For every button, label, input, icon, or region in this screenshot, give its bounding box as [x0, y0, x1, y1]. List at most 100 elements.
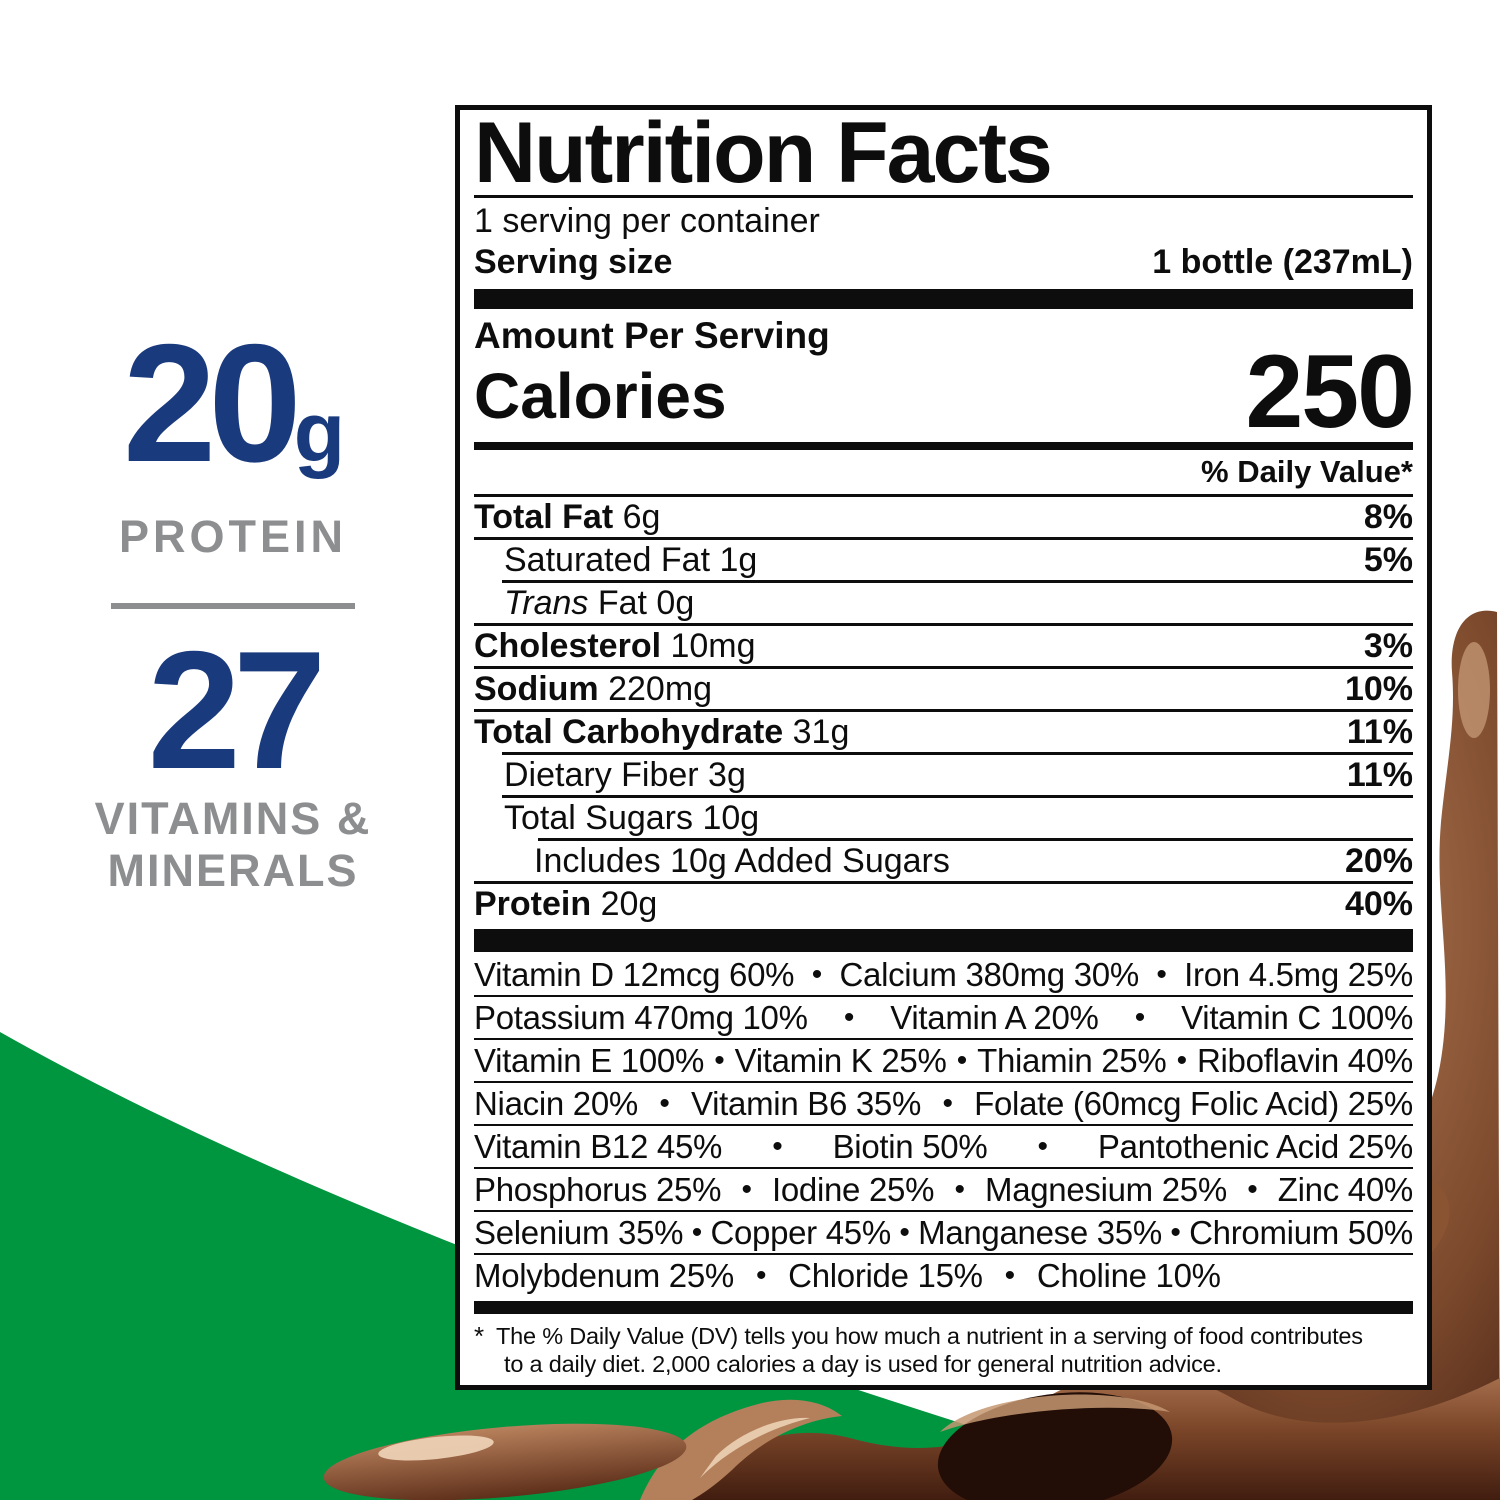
nutrient-row: Trans Fat 0g	[474, 583, 1413, 623]
row-separator	[474, 1167, 1413, 1169]
nutrient-daily-value: 11%	[1346, 713, 1413, 751]
bullet-separator: •	[811, 958, 823, 991]
micronutrient-rows: Vitamin D 12mcg 60% • Calcium 380mg 30% • Ir…	[474, 954, 1413, 1296]
row-separator	[474, 995, 1413, 997]
nutrient-daily-value: 3%	[1363, 627, 1413, 665]
bullet-separator: •	[1134, 1001, 1146, 1034]
micronutrient-item: Zinc 40%	[1277, 1171, 1413, 1208]
nutrient-row: Dietary Fiber 3g 11%	[474, 755, 1413, 795]
micronutrient-item: Iron 4.5mg 25%	[1184, 956, 1413, 993]
nutrient-amount: 220mg	[598, 670, 713, 708]
vitamins-label-line2: MINERALS	[107, 845, 359, 896]
nutrient-amount: 20g	[591, 885, 658, 923]
nutrient-row: Includes 10g Added Sugars 20%	[474, 841, 1413, 881]
nutrient-row: Total Fat 6g 8%	[474, 497, 1413, 537]
micronutrient-item: Vitamin K 25%	[734, 1042, 947, 1079]
micronutrient-item: Riboflavin 40%	[1196, 1042, 1413, 1079]
serving-size-row: Serving size 1 bottle (237mL)	[474, 242, 1413, 282]
row-separator	[474, 1253, 1413, 1255]
nutrient-amount: 6g	[613, 498, 661, 536]
micronutrient-item: Vitamin B6 35%	[691, 1085, 922, 1122]
footnote: * The % Daily Value (DV) tells you how m…	[474, 1322, 1413, 1378]
micronutrient-item: Selenium 35%	[474, 1214, 684, 1251]
micronutrient-item: Vitamin E 100%	[474, 1042, 704, 1079]
nutrient-name: Includes 10g Added Sugars	[534, 842, 950, 880]
nutrient-name: Fat	[588, 584, 647, 622]
micronutrient-item: Chloride 15%	[788, 1257, 983, 1294]
micronutrient-item: Iodine 25%	[772, 1171, 935, 1208]
amount-per-serving-label: Amount Per Serving	[474, 315, 830, 356]
bullet-separator: •	[1004, 1259, 1016, 1292]
marketing-claims-panel: 20g PROTEIN 27 VITAMINS & MINERALS	[78, 309, 388, 897]
calories-label: Calories	[474, 360, 727, 432]
protein-unit: g	[293, 385, 345, 479]
micronutrient-row: Vitamin D 12mcg 60% • Calcium 380mg 30% • Ir…	[474, 954, 1413, 995]
nutrient-name-italic: Trans	[504, 584, 589, 622]
bullet-separator: •	[1156, 958, 1167, 991]
nutrient-daily-value: 10%	[1344, 670, 1413, 708]
nutrition-facts-title: Nutrition Facts	[474, 105, 1053, 201]
thin-divider	[474, 195, 1413, 198]
bullet-separator: •	[1247, 1173, 1258, 1206]
nutrient-name-amount: Trans Fat 0g	[474, 583, 694, 623]
bullet-separator: •	[1176, 1044, 1188, 1077]
micronutrient-item: Pantothenic Acid 25%	[1097, 1128, 1413, 1165]
nutrient-name-amount: Dietary Fiber 3g	[474, 755, 746, 795]
vitamins-count: 27	[147, 616, 327, 804]
row-separator	[474, 1124, 1413, 1126]
protein-amount: 20g	[122, 309, 345, 497]
nutrient-name: Protein	[474, 885, 592, 923]
bullet-separator: •	[899, 1216, 910, 1249]
serving-size-value: 1 bottle (237mL)	[1152, 243, 1413, 281]
nutrient-name: Total Fat	[474, 498, 614, 536]
row-separator	[474, 537, 1413, 540]
micronutrient-item: Biotin 50%	[832, 1128, 988, 1165]
servings-per-container: 1 serving per container	[474, 202, 820, 240]
row-separator	[502, 580, 1413, 583]
nutrient-daily-value: 5%	[1363, 541, 1413, 579]
bullet-separator: •	[691, 1216, 703, 1249]
micronutrient-row: Vitamin E 100% • Vitamin K 25% • Thiamin 25%…	[474, 1040, 1413, 1081]
bullet-separator: •	[942, 1087, 953, 1120]
footnote-text: The % Daily Value (DV) tells you how muc…	[496, 1322, 1363, 1378]
micronutrient-item: Vitamin C 100%	[1181, 999, 1413, 1036]
nutrient-row: Protein 20g 40%	[474, 884, 1413, 924]
row-separator	[502, 752, 1413, 755]
micronutrient-item: Thiamin 25%	[977, 1042, 1167, 1079]
nutrient-daily-value: 40%	[1344, 885, 1413, 923]
row-separator	[474, 623, 1413, 626]
bullet-separator: •	[772, 1130, 783, 1163]
section-divider-thick	[474, 1301, 1413, 1314]
protein-label: PROTEIN	[118, 511, 348, 562]
nutrient-amount: 31g	[783, 713, 850, 751]
footnote-line2: to a daily diet. 2,000 calories a day is…	[504, 1351, 1222, 1377]
micronutrient-row: Selenium 35% • Copper 45% • Manganese 35% • Ch…	[474, 1212, 1413, 1253]
row-separator	[474, 666, 1413, 669]
nutrition-facts-label: Nutrition Facts 1 serving per container …	[455, 105, 1432, 1390]
nutrient-daily-value: 20%	[1344, 842, 1413, 880]
section-divider-thick	[474, 929, 1413, 952]
micronutrient-row: Phosphorus 25% • Iodine 25% • Magnesium 25% •…	[474, 1169, 1413, 1210]
nutrient-amount: 10g	[693, 799, 760, 837]
nutrient-name-amount: Total Fat 6g	[474, 497, 660, 537]
bullet-separator: •	[1037, 1130, 1049, 1163]
nutrient-name: Sodium	[474, 670, 599, 708]
nutrient-name: Total Sugars	[504, 799, 693, 837]
row-separator	[474, 1081, 1413, 1083]
nutrient-row: Total Sugars 10g	[474, 798, 1413, 838]
nutrient-name-amount: Includes 10g Added Sugars	[474, 841, 950, 881]
serving-size-label: Serving size	[474, 243, 673, 281]
micronutrient-item: Choline 10%	[1036, 1257, 1221, 1294]
panel-divider	[111, 603, 355, 609]
micronutrient-row: Molybdenum 25% • Chloride 15% • Choline 10%	[474, 1255, 1413, 1296]
micronutrient-row: Vitamin B12 45% • Biotin 50% • Pantothenic A…	[474, 1126, 1413, 1167]
micronutrient-item: Phosphorus 25%	[474, 1171, 722, 1208]
nutrient-rows: Total Fat 6g 8% Saturated Fat 1g 5% Trans Fa…	[474, 494, 1413, 924]
micronutrient-item: Niacin 20%	[474, 1085, 638, 1122]
nutrient-daily-value: 11%	[1346, 756, 1413, 794]
row-separator	[538, 838, 1413, 841]
nutrient-name: Cholesterol	[474, 627, 662, 665]
calories-value: 250	[1245, 334, 1415, 450]
nutrient-amount: 1g	[710, 541, 758, 579]
